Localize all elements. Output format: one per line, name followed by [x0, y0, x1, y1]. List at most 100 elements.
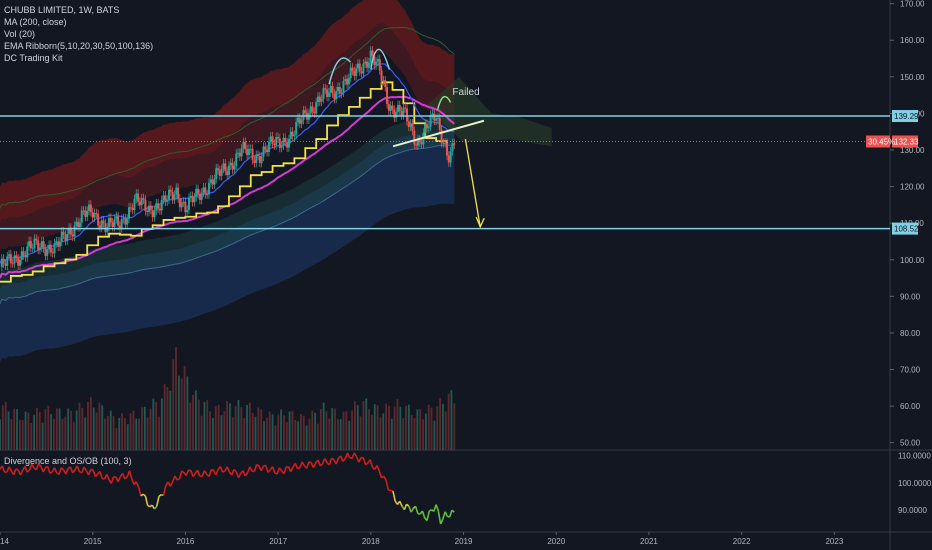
volume-bar [70, 410, 72, 450]
oscillator-segment [421, 510, 426, 519]
oscillator-segment [283, 466, 287, 475]
candle-body [435, 118, 438, 121]
legend-volume[interactable]: Vol (20) [4, 29, 36, 39]
volume-bar [58, 408, 61, 450]
price-tick-label: 150.00 [900, 73, 925, 82]
candle-body [340, 92, 343, 94]
candle-body [396, 105, 399, 113]
volume-bar [447, 393, 450, 450]
candle-body [218, 170, 221, 176]
candle-body [289, 131, 292, 140]
candle-body [327, 92, 330, 97]
volume-bar [234, 406, 237, 450]
oscillator-title[interactable]: Divergence and OS/OB (100, 3) [4, 456, 132, 466]
oscillator-segment [442, 511, 446, 520]
volume-bar [217, 404, 220, 450]
candle-body [204, 187, 207, 195]
volume-bar [95, 412, 98, 450]
volume-bar [322, 402, 325, 450]
legend-dc-kit[interactable]: DC Trading Kit [4, 53, 63, 63]
candle-body [71, 234, 74, 237]
candle-body [44, 248, 47, 256]
legend-ema-ribbon[interactable]: EMA Ribborn(5,10,20,30,50,100,136) [4, 41, 154, 51]
volume-bar [450, 390, 453, 450]
candle-body [167, 189, 170, 200]
oscillator-segment [410, 507, 415, 513]
volume-bar [379, 417, 382, 450]
candle-body [258, 156, 261, 163]
volume-bar [121, 413, 123, 450]
volume-bar [50, 414, 53, 450]
candle-body [129, 207, 132, 209]
candle-body [80, 210, 83, 223]
candle-body [426, 124, 429, 129]
candle-body [431, 113, 434, 116]
candle-body [146, 210, 149, 212]
volume-bar [240, 407, 243, 450]
candle-body [291, 131, 294, 137]
oscillator-segment [117, 476, 122, 483]
candle-body [62, 231, 65, 235]
oscillator-segment [142, 493, 146, 497]
candle-body [413, 130, 416, 145]
candle-body [297, 117, 300, 122]
oscillator-segment [60, 467, 65, 471]
candle-body [53, 243, 56, 254]
volume-bar [189, 402, 192, 450]
oscillator-segment [233, 468, 237, 473]
volume-bar [106, 415, 109, 450]
oscillator-segment [181, 470, 185, 474]
volume-bar [422, 419, 424, 450]
volume-bar [288, 411, 291, 450]
oscillator-segment [435, 504, 440, 512]
oscillator-segment [155, 495, 160, 507]
candle-body [420, 142, 423, 145]
oscillator-segment [76, 465, 81, 473]
volume-bar [229, 403, 231, 450]
oscillator-segment [87, 469, 92, 476]
candle-body [95, 213, 98, 215]
candle-body [260, 156, 263, 163]
volume-bar [155, 402, 158, 450]
oscillator-segment [1, 465, 6, 473]
volume-bar [84, 417, 87, 450]
candle-body [124, 218, 127, 225]
oscillator-segment [162, 485, 167, 496]
candle-body [40, 241, 43, 248]
candle-body [120, 219, 123, 229]
osc-tick-label: 90.0000 [898, 506, 927, 515]
candle-body [427, 126, 430, 129]
oscillator-segment [190, 470, 194, 477]
volume-bar [1, 405, 4, 450]
candle-body [106, 227, 109, 232]
volume-bar [385, 403, 388, 450]
time-tick-label: 2022 [733, 537, 751, 546]
volume-bar [135, 418, 138, 450]
volume-bar [24, 411, 27, 450]
candle-body [15, 255, 18, 259]
oscillator-segment [365, 462, 369, 466]
legend-symbol[interactable]: CHUBB LIMITED, 1W, BATS [4, 5, 120, 15]
volume-bar [38, 412, 41, 450]
oscillator-segment [353, 452, 358, 458]
volume-bar [297, 421, 300, 450]
oscillator-segment [83, 466, 87, 472]
volume-bar [308, 418, 311, 450]
legend-ma[interactable]: MA (200, close) [4, 17, 67, 27]
volume-bar [407, 404, 410, 450]
oscillator-segment [31, 463, 35, 469]
candle-body [9, 254, 12, 264]
candle-body [131, 207, 134, 210]
candle-body [191, 196, 194, 203]
candle-body [320, 98, 323, 102]
candle-body [68, 227, 71, 234]
candle-body [415, 144, 418, 146]
oscillator-segment [147, 504, 151, 508]
candle-body [404, 107, 407, 109]
candle-body [29, 241, 32, 248]
candle-body [126, 218, 129, 225]
candle-body [257, 154, 260, 157]
candle-body [233, 165, 236, 170]
oscillator-segment [219, 466, 224, 473]
